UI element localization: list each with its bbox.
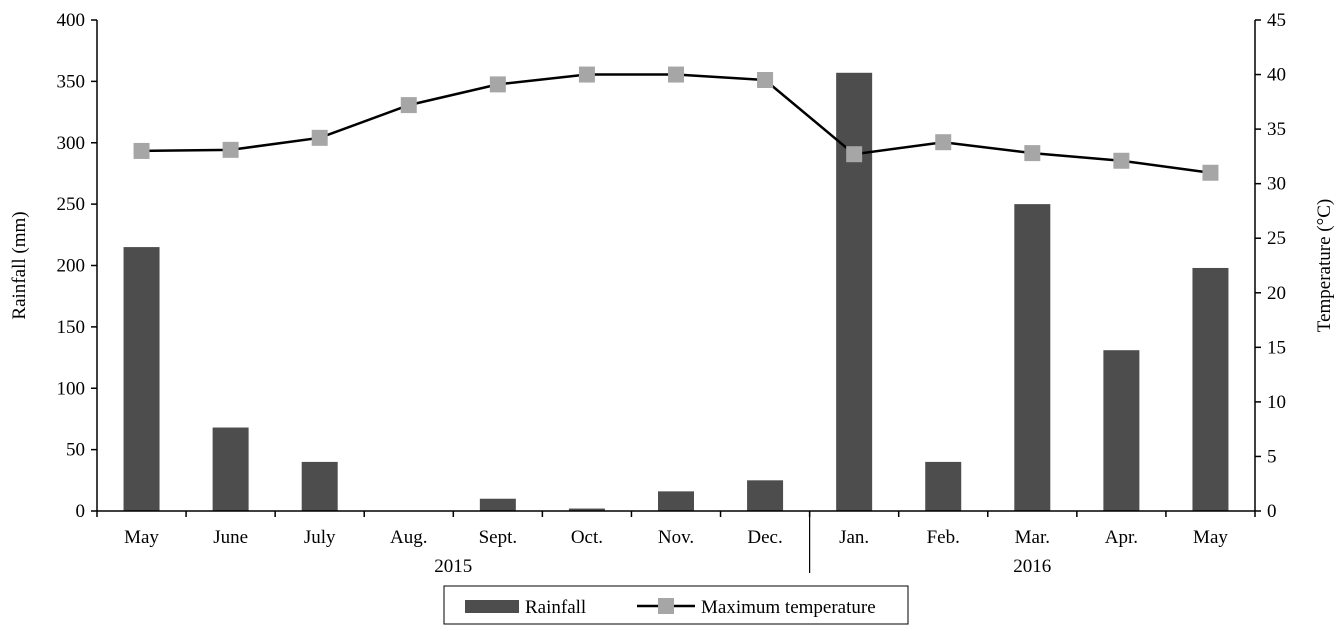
right-axis-tick-label: 30 [1267,174,1286,195]
temperature-marker [1202,164,1219,181]
rainfall-bar [925,461,962,511]
temperature-marker [222,141,239,158]
temperature-marker [578,66,595,83]
rainfall-bar [301,461,338,511]
temperature-marker [757,72,774,89]
right-axis-tick-label: 0 [1267,501,1277,522]
rainfall-bar [568,508,605,511]
temperature-marker [311,129,328,146]
x-axis-tick-label: July [304,527,336,548]
x-axis-tick-label: Aug. [390,527,427,548]
x-axis-tick-label: Sept. [479,527,518,548]
legend-rainfall-label: Rainfall [525,597,586,618]
temperature-line [141,73,1211,174]
temperature-marker [1113,152,1130,169]
x-axis-tick-label: June [213,527,248,548]
right-axis-tick-label: 10 [1267,392,1286,413]
x-axis-tick-label: Apr. [1105,527,1138,548]
rainfall-bar [479,498,516,511]
left-axis-tick-label: 50 [66,440,85,461]
left-axis-tick-label: 200 [57,256,86,277]
legend-rainfall-swatch [465,600,519,613]
left-axis-tick-label: 400 [57,10,86,31]
right-axis-tick-label: 20 [1267,283,1286,304]
right-axis-tick-label: 25 [1267,228,1286,249]
right-axis-tick-label: 5 [1267,446,1277,467]
left-axis-tick-label: 250 [57,194,86,215]
temperature-marker [489,76,506,93]
x-axis-tick-label: Dec. [747,527,782,548]
x-axis-tick-label: Oct. [571,527,603,548]
rainfall-bar [212,427,249,511]
right-axis-tick-label: 15 [1267,337,1286,358]
rainfall-bar [1103,350,1140,511]
temperature-marker [846,146,863,163]
x-axis-tick-label: Jan. [839,527,869,548]
right-axis-title: Temperature (°C) [1314,199,1335,332]
temperature-marker [1024,145,1041,162]
left-axis-tick-label: 150 [57,317,86,338]
rainfall-bar [1014,204,1051,511]
x-axis-tick-label: Nov. [658,527,694,548]
right-axis-tick-label: 45 [1267,10,1286,31]
year-label: 2015 [434,556,472,577]
left-axis-tick-label: 300 [57,133,86,154]
left-axis-tick-label: 0 [76,501,86,522]
x-axis-tick-label: May [124,527,159,548]
rainfall-bar [123,247,160,511]
right-axis-tick-label: 35 [1267,119,1286,140]
left-axis-tick-label: 100 [57,378,86,399]
legend-temperature-marker [658,598,674,614]
year-label: 2016 [1013,556,1051,577]
rainfall-bar [836,72,873,511]
legend-temperature-label: Maximum temperature [701,597,876,618]
temperature-marker [133,142,150,159]
left-axis-title: Rainfall (mm) [9,211,30,319]
x-axis-tick-label: Feb. [927,527,960,548]
left-axis-tick-label: 350 [57,71,86,92]
right-axis-tick-label: 40 [1267,65,1286,86]
x-axis-tick-label: Mar. [1015,527,1050,548]
x-axis-tick-label: May [1193,527,1228,548]
rainfall-bar [1192,267,1229,511]
temperature-marker [400,97,417,114]
rainfall-bar [658,491,694,511]
temperature-marker [668,66,684,83]
rainfall-bar [747,480,784,511]
temperature-marker [935,134,952,151]
